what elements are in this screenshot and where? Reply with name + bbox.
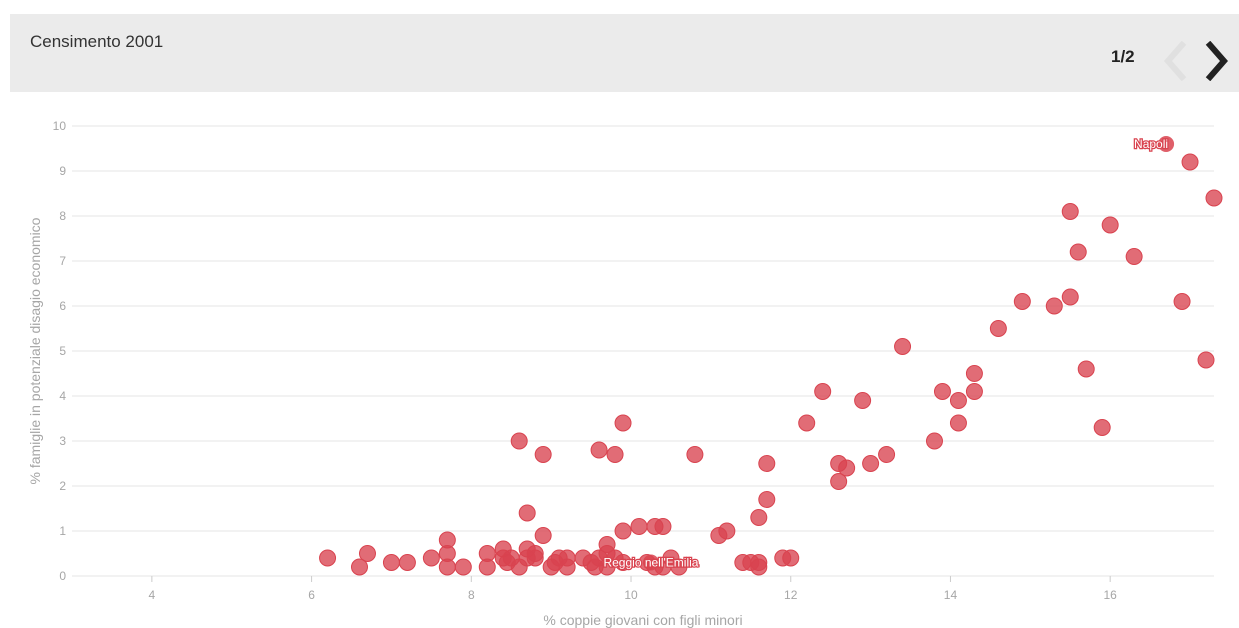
data-point[interactable] (965, 383, 983, 400)
data-point[interactable] (1045, 297, 1063, 315)
x-axis-ticks: 4 6 8 10 12 14 16 (149, 576, 1118, 602)
y-tick-label: 3 (59, 434, 66, 448)
x-tick-label: 4 (149, 588, 156, 602)
data-point[interactable] (1197, 351, 1215, 369)
data-point[interactable] (454, 558, 472, 576)
data-point[interactable] (989, 320, 1007, 337)
data-point[interactable] (838, 459, 856, 477)
data-point[interactable] (798, 414, 816, 432)
data-point[interactable] (750, 558, 768, 576)
data-point[interactable] (718, 522, 736, 540)
point-label: Reggio nell'Emilia (603, 556, 698, 570)
y-tick-label: 6 (59, 299, 66, 313)
data-point[interactable] (925, 432, 943, 450)
data-point[interactable] (614, 414, 632, 432)
data-point[interactable] (814, 383, 832, 400)
data-point[interactable] (1013, 293, 1031, 310)
data-point[interactable] (518, 504, 536, 522)
data-point[interactable] (933, 383, 951, 400)
data-point[interactable] (526, 549, 544, 567)
y-tick-label: 4 (59, 389, 66, 403)
data-point[interactable] (358, 545, 376, 562)
y-tick-label: 5 (59, 344, 66, 358)
data-point[interactable] (686, 446, 704, 463)
y-tick-label: 2 (59, 479, 66, 493)
data-point[interactable] (534, 446, 552, 463)
previous-button[interactable] (1160, 40, 1190, 82)
data-point[interactable] (1101, 216, 1119, 234)
data-point[interactable] (630, 518, 648, 535)
data-point[interactable] (830, 473, 848, 490)
data-point[interactable] (1093, 419, 1111, 436)
next-button[interactable] (1202, 40, 1232, 82)
data-point[interactable] (478, 558, 496, 576)
data-point[interactable] (654, 518, 672, 535)
data-point[interactable] (319, 549, 337, 567)
x-tick-label: 16 (1104, 588, 1118, 602)
data-point[interactable] (382, 554, 400, 571)
data-point[interactable] (510, 432, 528, 450)
y-tick-label: 8 (59, 209, 66, 223)
y-axis-ticks: 0 1 2 3 4 5 6 7 8 9 10 (53, 119, 67, 583)
data-point[interactable] (558, 549, 576, 567)
data-point[interactable] (398, 554, 416, 571)
x-tick-label: 10 (624, 588, 638, 602)
chevron-left-icon (1164, 40, 1187, 82)
y-tick-label: 1 (59, 524, 66, 538)
chart-title: Censimento 2001 (30, 32, 164, 51)
data-point[interactable] (949, 392, 967, 409)
data-point[interactable] (422, 549, 440, 567)
data-point[interactable] (1205, 189, 1223, 207)
data-point[interactable] (758, 491, 776, 508)
highlighted-point[interactable] (1158, 136, 1175, 152)
data-point[interactable] (878, 446, 896, 463)
data-point[interactable] (1069, 243, 1087, 261)
data-point[interactable] (1125, 248, 1143, 265)
point-labels: Napoli Reggio nell'Emilia (602, 136, 1175, 571)
data-point[interactable] (894, 338, 912, 355)
data-point[interactable] (1061, 288, 1079, 306)
y-tick-label: 9 (59, 164, 66, 178)
chart-header: Censimento 2001 1/2 (10, 14, 1239, 92)
data-point[interactable] (782, 549, 800, 567)
y-axis-label: % famiglie in potenziale disagio economi… (27, 217, 43, 484)
data-point[interactable] (1061, 203, 1079, 220)
data-point[interactable] (949, 414, 967, 432)
page-indicator: 1/2 (1111, 47, 1135, 66)
grid-lines (72, 125, 1214, 577)
data-point[interactable] (965, 365, 983, 382)
data-point[interactable] (854, 392, 872, 409)
data-point[interactable] (1077, 360, 1095, 378)
data-point[interactable] (670, 558, 688, 576)
data-point[interactable] (590, 441, 608, 459)
data-point[interactable] (862, 455, 880, 472)
data-point[interactable] (1173, 293, 1191, 310)
y-tick-label: 7 (59, 254, 66, 268)
data-point[interactable] (606, 446, 624, 463)
data-points (319, 153, 1223, 576)
data-point[interactable] (438, 558, 456, 576)
x-axis-label: % coppie giovani con figli minori (543, 612, 742, 628)
data-point[interactable] (534, 527, 552, 544)
data-point[interactable] (614, 554, 632, 571)
data-point[interactable] (1181, 153, 1199, 171)
data-point[interactable] (750, 509, 768, 526)
data-point[interactable] (350, 558, 368, 576)
x-tick-label: 6 (308, 588, 315, 602)
y-tick-label: 0 (59, 569, 66, 583)
y-tick-label: 10 (53, 119, 67, 133)
data-point[interactable] (614, 522, 632, 540)
x-tick-label: 8 (468, 588, 475, 602)
data-point[interactable] (758, 455, 776, 472)
chevron-right-icon (1205, 40, 1228, 82)
x-tick-label: 12 (784, 588, 798, 602)
point-label: Napoli (1134, 137, 1168, 151)
x-tick-label: 14 (944, 588, 958, 602)
highlighted-point[interactable] (642, 554, 659, 571)
